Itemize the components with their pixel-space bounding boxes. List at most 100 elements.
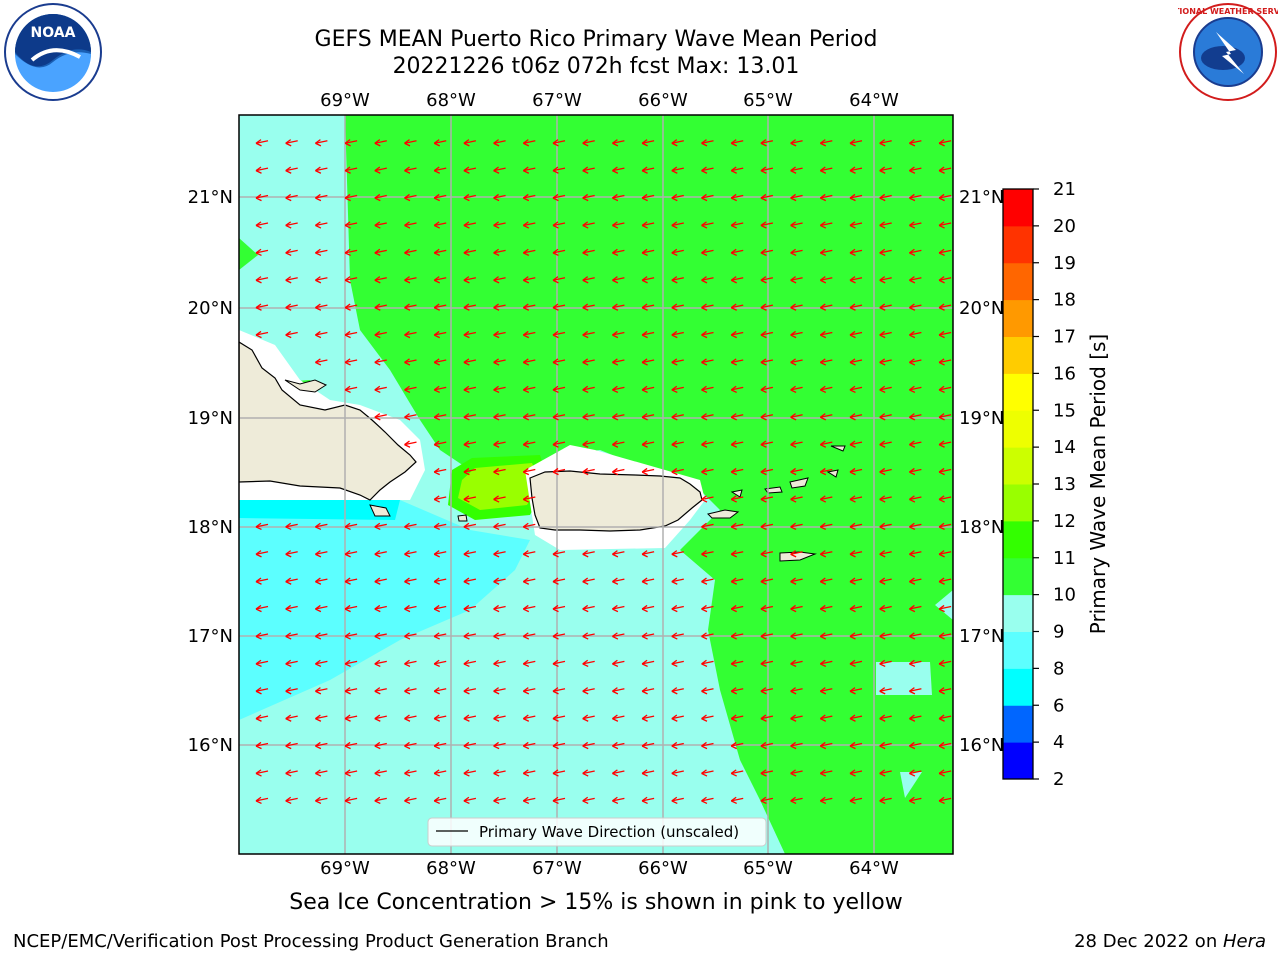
wave-arrow-head bbox=[404, 330, 411, 339]
wave-arrow-head bbox=[909, 330, 916, 339]
wave-arrow bbox=[434, 249, 447, 254]
wave-arrow-head bbox=[849, 714, 856, 722]
wave-arrow bbox=[285, 605, 298, 610]
wave-arrow-head bbox=[641, 193, 648, 202]
wave-arrow bbox=[701, 770, 714, 775]
land-saona bbox=[369, 504, 391, 517]
wave-arrow bbox=[701, 331, 714, 336]
wave-arrow-head bbox=[909, 769, 916, 777]
wave-arrow-head bbox=[938, 413, 945, 421]
wave-arrow-head bbox=[671, 796, 678, 805]
wave-arrow bbox=[641, 331, 655, 336]
wave-arrow-head bbox=[344, 604, 351, 613]
wave-arrow-head bbox=[790, 166, 797, 174]
wave-arrow bbox=[374, 633, 387, 638]
colorbar-segment bbox=[1003, 631, 1033, 669]
wave-arrow bbox=[434, 770, 447, 775]
wave-arrow bbox=[582, 249, 595, 254]
wave-arrow bbox=[612, 386, 625, 391]
wave-arrow-head bbox=[879, 687, 886, 695]
wave-arrow-head bbox=[433, 522, 440, 531]
wave-arrow bbox=[582, 660, 595, 665]
wave-arrow-head bbox=[701, 358, 708, 366]
wave-arrow bbox=[641, 386, 655, 391]
wave-arrow-head bbox=[909, 248, 916, 257]
wave-arrow-head bbox=[344, 221, 351, 229]
period-field-8-9 bbox=[239, 500, 530, 720]
wave-arrow bbox=[523, 304, 536, 309]
wave-arrow-head bbox=[522, 604, 530, 613]
wave-arrow-head bbox=[404, 303, 411, 311]
wave-arrow-head bbox=[493, 522, 500, 531]
wave-arrow bbox=[879, 797, 892, 802]
wave-arrow bbox=[790, 688, 803, 692]
wave-arrow-head bbox=[404, 687, 411, 695]
wave-arrow-head bbox=[285, 303, 292, 311]
wave-arrow-head bbox=[909, 413, 916, 421]
wave-arrow-head bbox=[522, 714, 530, 722]
wave-arrow bbox=[938, 551, 952, 555]
wave-arrow-head bbox=[552, 769, 559, 777]
wave-arrow bbox=[909, 304, 922, 309]
wave-arrow-head bbox=[522, 385, 530, 394]
wave-arrow-head bbox=[879, 139, 886, 147]
wave-arrow bbox=[315, 660, 328, 665]
wave-arrow-head bbox=[671, 248, 678, 257]
wave-arrow bbox=[523, 715, 536, 720]
wave-arrow bbox=[701, 742, 714, 747]
wave-arrow bbox=[434, 441, 447, 446]
wave-arrow bbox=[731, 304, 744, 309]
wave-arrow bbox=[523, 386, 536, 391]
wave-arrow-head bbox=[344, 769, 351, 777]
wave-arrow-head bbox=[552, 303, 559, 311]
wave-arrow bbox=[909, 441, 922, 446]
wave-arrow-head bbox=[849, 467, 856, 476]
wave-arrow bbox=[612, 140, 625, 144]
wave-arrow-head bbox=[404, 385, 411, 394]
wave-arrow bbox=[731, 441, 744, 446]
wave-arrow-head bbox=[701, 330, 708, 339]
wave-arrow-head bbox=[255, 659, 262, 668]
wave-arrow bbox=[909, 523, 922, 528]
wave-arrow-head bbox=[374, 385, 381, 394]
wave-arrow bbox=[255, 551, 269, 555]
wave-arrow bbox=[552, 633, 566, 638]
wave-arrow bbox=[374, 167, 387, 172]
wave-arrow-head bbox=[671, 303, 678, 311]
wave-arrow-head bbox=[552, 413, 559, 421]
wave-arrow-head bbox=[493, 440, 500, 448]
wave-arrow bbox=[612, 359, 625, 364]
wave-arrow-head bbox=[522, 248, 530, 257]
wave-arrow-head bbox=[374, 604, 381, 613]
wave-arrow-head bbox=[790, 330, 797, 339]
wave-arrow bbox=[285, 633, 298, 638]
wave-arrow-head bbox=[701, 632, 708, 640]
wave-arrow-head bbox=[790, 550, 797, 558]
wave-arrow bbox=[315, 277, 328, 281]
wave-arrow bbox=[820, 386, 833, 391]
wave-arrow bbox=[849, 249, 863, 254]
wave-arrow-head bbox=[701, 659, 708, 668]
wave-arrow-head bbox=[938, 769, 945, 777]
wave-arrow-head bbox=[938, 522, 945, 531]
wave-arrow-head bbox=[790, 413, 797, 421]
wave-arrow bbox=[374, 222, 387, 227]
wave-arrow-head bbox=[344, 796, 351, 805]
wave-arrow bbox=[255, 660, 269, 665]
wave-arrow-head bbox=[582, 714, 589, 722]
wave-arrow bbox=[463, 304, 477, 309]
wave-arrow bbox=[820, 359, 833, 364]
wave-arrow-head bbox=[760, 714, 767, 722]
wave-arrow-head bbox=[641, 687, 648, 695]
wave-arrow bbox=[434, 277, 447, 281]
wave-arrow-head bbox=[315, 714, 322, 722]
wave-arrow bbox=[701, 688, 714, 692]
wave-arrow bbox=[879, 770, 892, 775]
wave-arrow-head bbox=[641, 550, 648, 558]
wave-arrow bbox=[582, 551, 595, 555]
wave-arrow bbox=[790, 194, 803, 199]
wave-arrow bbox=[463, 468, 477, 473]
wave-arrow-head bbox=[641, 330, 648, 339]
wave-arrow-head bbox=[582, 796, 589, 805]
wave-arrow-head bbox=[730, 467, 737, 476]
